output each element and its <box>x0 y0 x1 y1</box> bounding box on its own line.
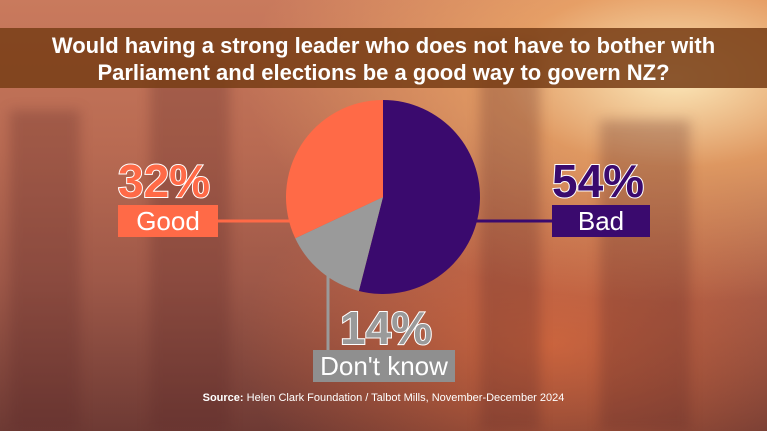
background-building <box>480 40 540 431</box>
source-prefix: Source: <box>202 392 244 404</box>
title-band <box>0 28 767 88</box>
good-percent-label: 32% <box>117 155 211 207</box>
source-note: Source: Helen Clark Foundation / Talbot … <box>0 392 767 404</box>
dont-know-percent-label: 14% <box>339 302 433 354</box>
background-building <box>600 120 690 431</box>
chart-title: Would having a strong leader who does no… <box>51 33 716 85</box>
pie-slice-good <box>285 100 383 239</box>
pie-slice-don-t-know <box>295 197 383 291</box>
bad-percent-label: 54% <box>551 155 645 207</box>
good-label: Good <box>118 205 218 237</box>
background-building <box>150 60 230 431</box>
source-text: Helen Clark Foundation / Talbot Mills, N… <box>243 392 565 404</box>
background-building <box>10 110 80 431</box>
pie-slice-bad <box>358 100 480 294</box>
bad-label: Bad <box>552 205 650 237</box>
dont-know-label: Don't know <box>313 350 455 382</box>
